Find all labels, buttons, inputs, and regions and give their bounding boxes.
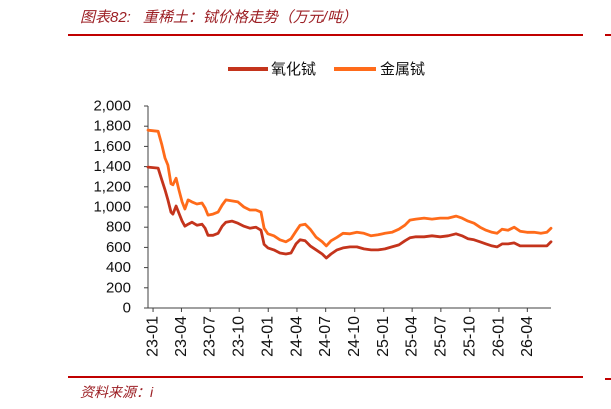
y-tick-label: 2,000 [93,98,131,115]
bottom-rule [68,376,583,378]
y-tick-label: 1,400 [93,158,131,175]
x-tick-label: 23-10 [231,316,248,357]
x-tick-label: 25-07 [432,316,449,357]
x-tick-label: 24-07 [317,316,334,357]
y-tick-label: 1,600 [93,138,131,155]
bottom-rule-fragment [605,378,611,380]
x-tick-label: 23-01 [145,316,162,357]
x-tick-label: 25-10 [461,316,478,357]
chart-title: 重稀土：铽价格走势（万元/吨） [142,9,358,26]
y-tick-label: 1,800 [93,118,131,135]
x-tick-label: 23-04 [173,316,190,357]
legend-item-terbium-metal: 金属铽 [334,60,425,78]
x-tick-label: 24-10 [346,316,363,357]
x-tick-label: 24-01 [260,316,277,357]
y-tick-label: 200 [106,279,131,296]
source-note: 资料来源：i [80,384,154,400]
legend-label-terbium-metal: 金属铽 [380,60,425,78]
x-tick-label: 26-01 [490,316,507,357]
x-tick-label: 23-07 [202,316,219,357]
legend: 氧化铽 金属铽 [228,60,425,78]
legend-item-terbium-oxide: 氧化铽 [228,60,316,78]
y-tick-label: 0 [123,300,131,317]
x-tick-label: 24-04 [289,316,306,357]
plot-series [146,128,553,260]
y-tick-label: 1,000 [93,199,131,216]
y-axis: 0 200 400 600 800 1,000 1,200 1,400 1,600 1,800 2,… [93,98,149,317]
figure-number: 图表82: [80,9,131,26]
y-tick-label: 600 [106,239,131,256]
x-tick-label: 26-04 [519,316,536,357]
x-tick-label: 25-01 [375,316,392,357]
series-line-terbium-metal [146,128,553,248]
y-tick-label: 400 [106,259,131,276]
legend-label-terbium-oxide: 氧化铽 [271,60,316,78]
series-line-terbium-oxide [146,165,553,260]
y-tick-label: 800 [106,219,131,236]
x-tick-label: 25-04 [404,316,421,357]
top-rule-fragment [605,34,611,36]
y-tick-label: 1,200 [93,178,131,195]
top-rule [68,34,583,36]
figure-caption: 图表82: 重稀土：铽价格走势（万元/吨） [80,8,357,28]
x-axis: 23-01 23-04 23-07 23-10 24-01 24-04 24-07 24-10… [145,307,551,357]
